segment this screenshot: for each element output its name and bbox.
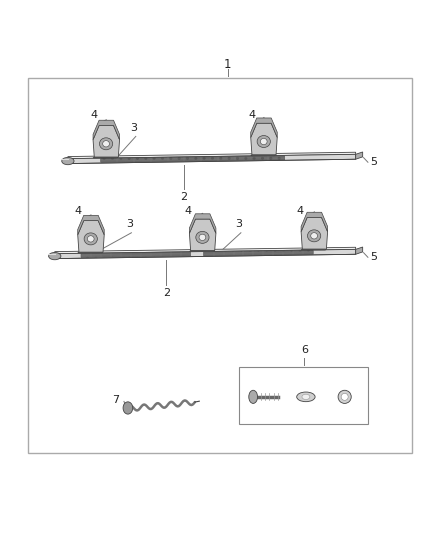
Text: 4: 4: [74, 206, 81, 216]
Ellipse shape: [257, 135, 270, 148]
Text: 3: 3: [235, 219, 242, 229]
Ellipse shape: [196, 231, 209, 244]
Ellipse shape: [249, 390, 258, 403]
Polygon shape: [81, 252, 191, 257]
Polygon shape: [93, 120, 120, 140]
Polygon shape: [189, 251, 215, 252]
Ellipse shape: [297, 392, 315, 402]
Bar: [28, 78, 412, 453]
Text: 4: 4: [297, 206, 304, 216]
Polygon shape: [78, 215, 104, 235]
Text: 1: 1: [224, 58, 232, 71]
Polygon shape: [68, 152, 356, 159]
Polygon shape: [55, 249, 356, 259]
Polygon shape: [356, 247, 363, 254]
Polygon shape: [356, 152, 363, 159]
Polygon shape: [301, 212, 328, 232]
Ellipse shape: [99, 138, 113, 150]
Polygon shape: [93, 125, 120, 157]
Ellipse shape: [341, 393, 348, 400]
Polygon shape: [301, 217, 328, 249]
Ellipse shape: [199, 234, 206, 240]
Ellipse shape: [302, 394, 310, 399]
Ellipse shape: [87, 236, 94, 242]
Polygon shape: [68, 155, 356, 164]
Text: 4: 4: [185, 206, 192, 216]
Ellipse shape: [49, 253, 61, 260]
Polygon shape: [78, 252, 103, 253]
Polygon shape: [78, 221, 104, 252]
Ellipse shape: [102, 141, 110, 147]
Ellipse shape: [338, 390, 351, 403]
Text: 3: 3: [126, 219, 133, 229]
Polygon shape: [189, 219, 216, 251]
Text: 5: 5: [370, 157, 377, 167]
Ellipse shape: [123, 402, 133, 414]
Ellipse shape: [260, 139, 267, 144]
Text: 7: 7: [113, 395, 120, 405]
Polygon shape: [93, 157, 118, 158]
Polygon shape: [189, 214, 216, 233]
Polygon shape: [301, 249, 326, 250]
Text: 6: 6: [301, 345, 308, 355]
Text: 4: 4: [248, 110, 255, 120]
Ellipse shape: [84, 233, 97, 245]
Ellipse shape: [62, 157, 74, 165]
Polygon shape: [204, 251, 313, 256]
Polygon shape: [251, 155, 276, 156]
Text: 2: 2: [163, 288, 170, 298]
Polygon shape: [251, 123, 277, 155]
Text: 4: 4: [91, 110, 98, 120]
Ellipse shape: [311, 233, 318, 239]
Polygon shape: [55, 247, 356, 254]
Text: 2: 2: [180, 192, 187, 202]
Text: 5: 5: [370, 252, 377, 262]
Polygon shape: [101, 156, 285, 162]
Text: 3: 3: [130, 123, 137, 133]
Ellipse shape: [307, 230, 321, 242]
Polygon shape: [251, 118, 277, 138]
Bar: [239, 367, 368, 424]
